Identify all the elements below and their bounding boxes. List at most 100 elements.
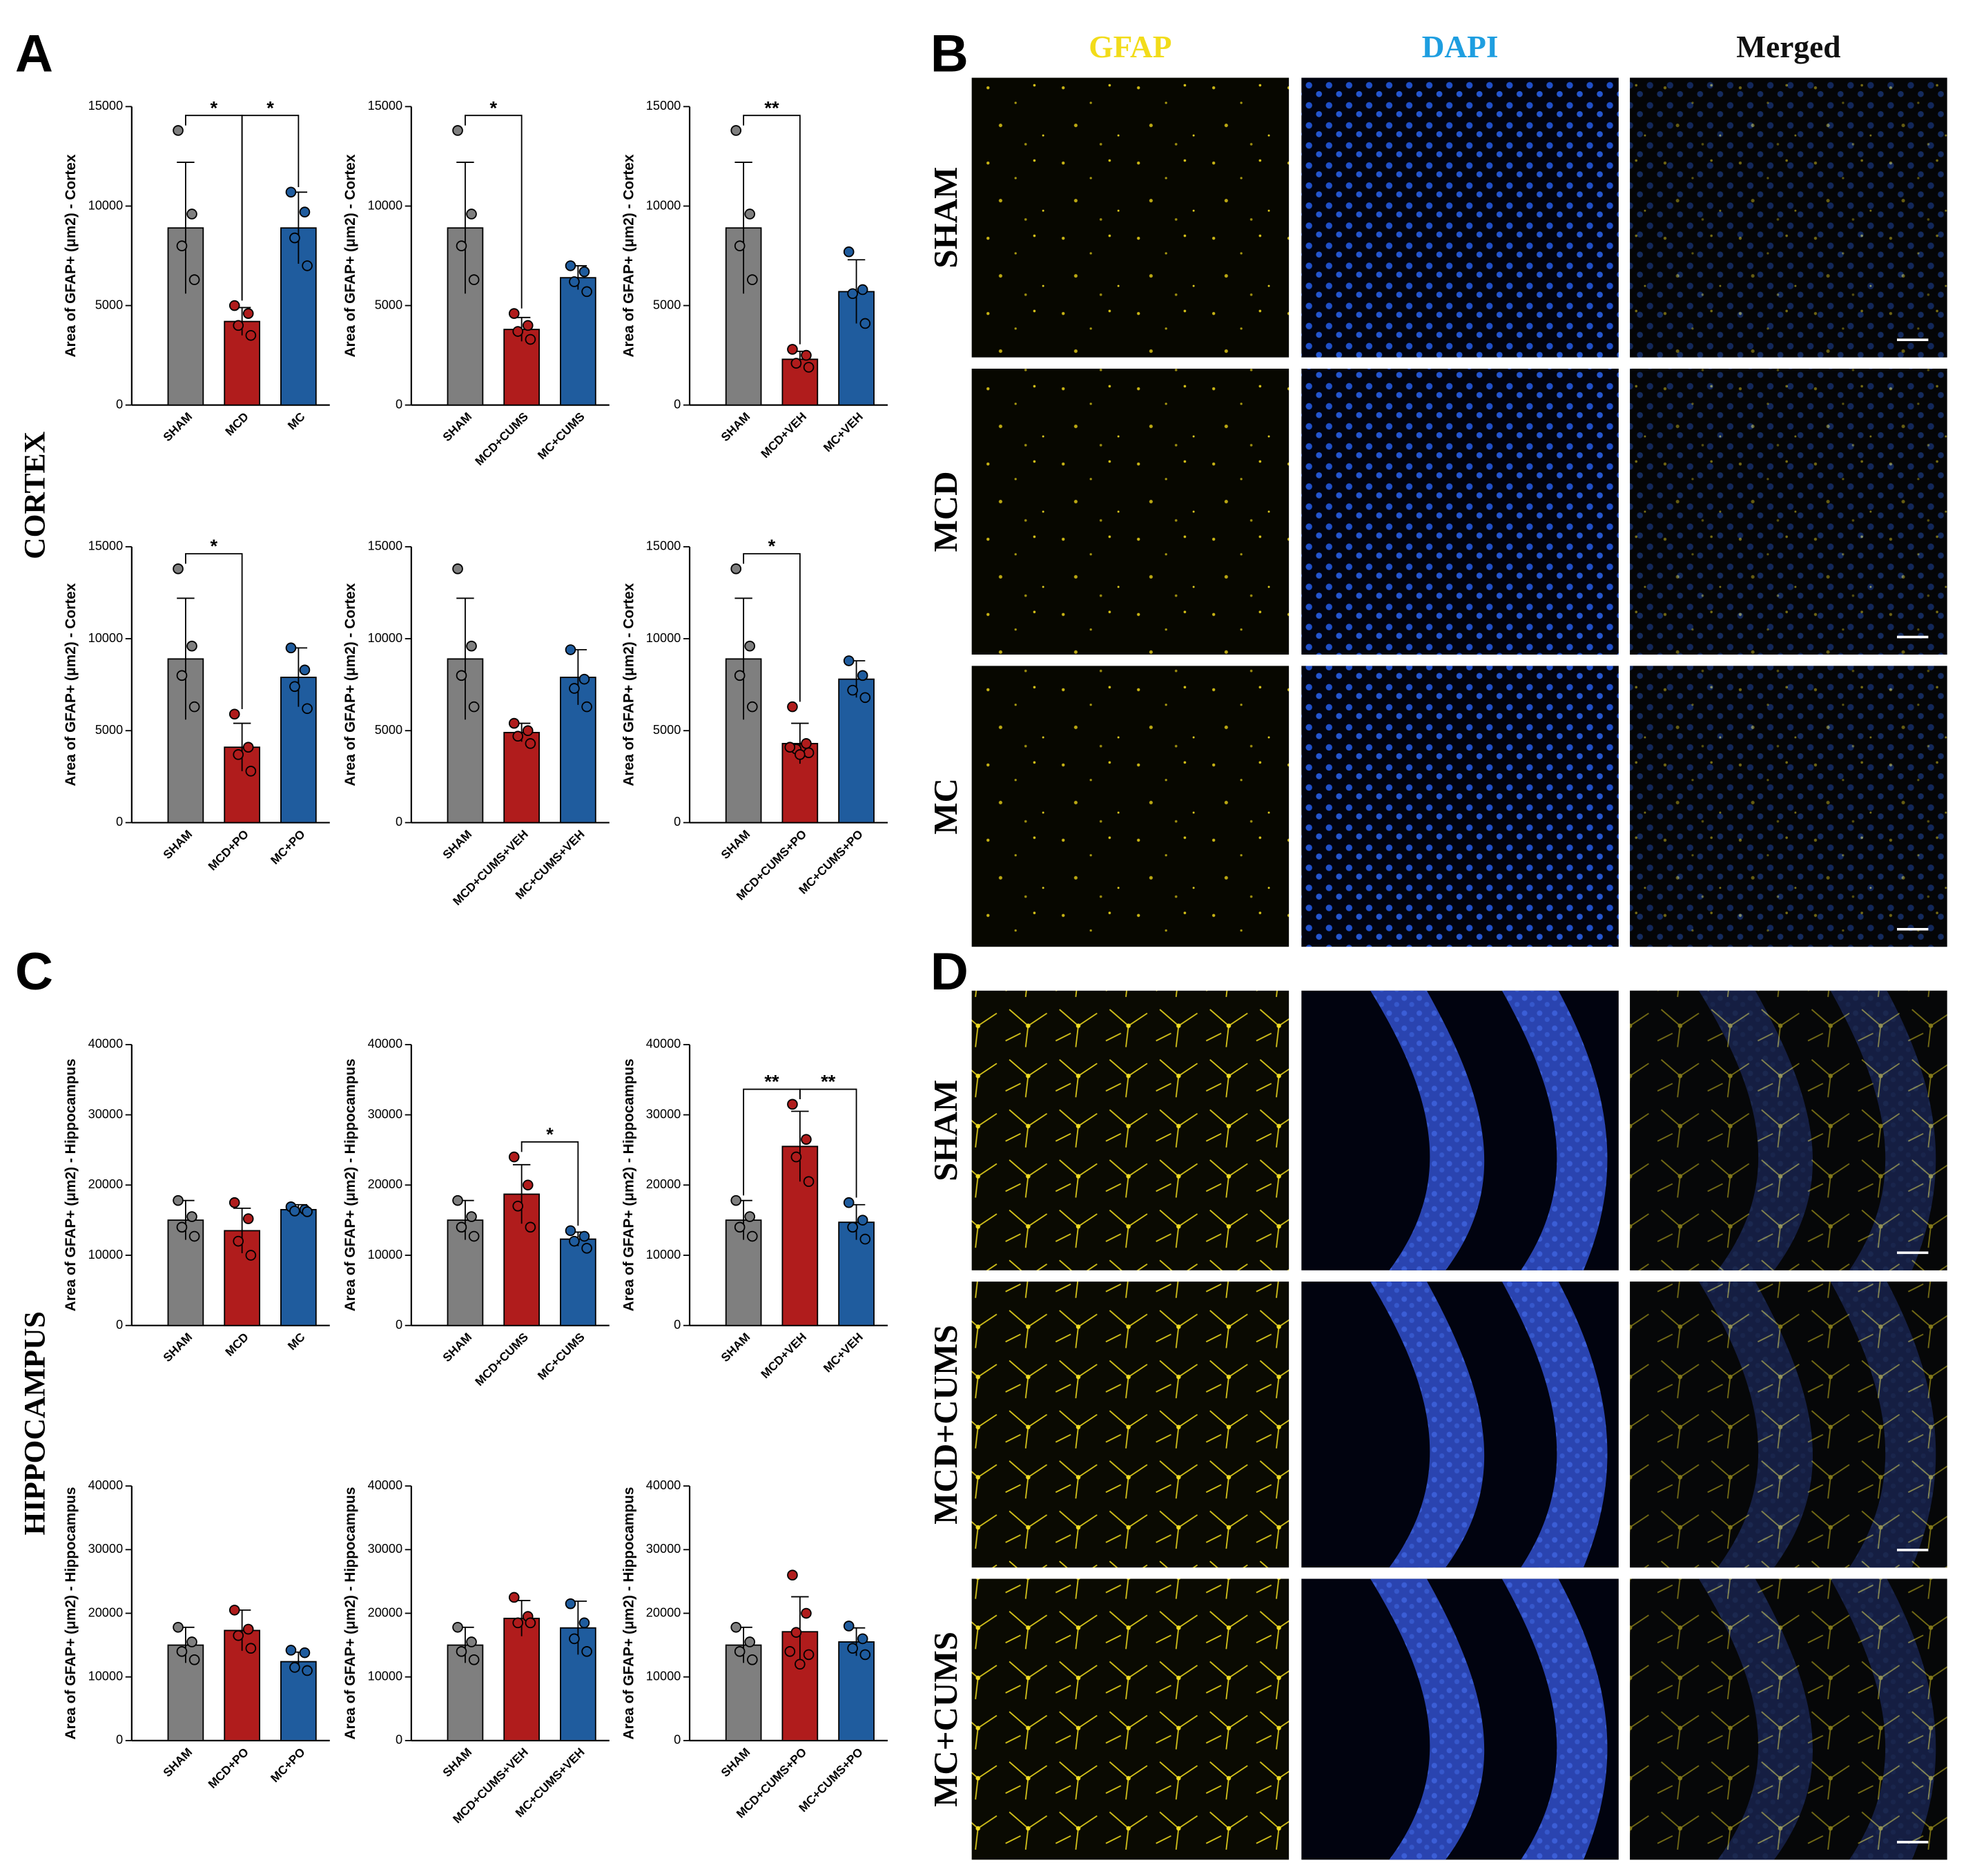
error-bar — [734, 597, 752, 720]
data-point — [784, 742, 796, 753]
data-point — [525, 738, 536, 749]
error-bar — [233, 722, 251, 771]
y-tick-label: 10000 — [368, 1669, 403, 1683]
x-tick-label: MCD+VEH — [758, 1330, 809, 1381]
x-tick-label: SHAM — [160, 1745, 195, 1779]
data-point — [744, 209, 756, 220]
micrograph — [971, 1578, 1289, 1860]
data-point — [730, 563, 742, 574]
micrograph — [971, 990, 1289, 1270]
y-tick-label: 10000 — [88, 1248, 124, 1261]
significance-label: * — [210, 535, 217, 557]
error-bar — [512, 1163, 531, 1224]
data-point — [787, 1099, 798, 1110]
data-point — [859, 1233, 871, 1245]
charts: 0 5000 10000 15000 Area of GFAP+ (μm2) - Cor… — [63, 97, 888, 1826]
y-tick-label: 15000 — [368, 539, 403, 553]
panel-letter: B — [931, 25, 969, 84]
data-point — [228, 708, 240, 720]
data-point — [857, 670, 868, 681]
micrograph-overlay — [1630, 666, 1947, 947]
data-point — [188, 1230, 200, 1242]
y-tick-label: 40000 — [88, 1037, 124, 1051]
row-label: SHAM — [926, 167, 964, 269]
x-tick-label: SHAM — [440, 409, 474, 444]
x-tick-label: SHAM — [718, 827, 752, 862]
x-tick-label: MC+CUMS — [535, 1330, 587, 1382]
data-point — [847, 1643, 858, 1654]
y-tick-label: 30000 — [368, 1107, 403, 1121]
data-point — [245, 766, 257, 777]
data-point — [787, 701, 798, 713]
x-tick-label: MC+PO — [268, 1745, 308, 1785]
y-tick-label: 15000 — [88, 539, 124, 553]
significance-label: * — [210, 97, 217, 118]
significance-bracket — [743, 115, 801, 345]
y-tick-label: 10000 — [368, 631, 403, 645]
y-tick-label: 5000 — [653, 723, 681, 737]
bar-chart: 0 10000 20000 30000 40000 Area of GFAP+ (μm2)… — [621, 1037, 888, 1381]
data-point — [186, 1211, 197, 1222]
data-point — [565, 1598, 576, 1609]
error-bar — [734, 162, 752, 294]
data-point — [512, 326, 524, 337]
row-label: SHAM — [926, 1080, 964, 1181]
data-point — [730, 1621, 742, 1633]
significance-label: ** — [764, 1071, 779, 1092]
y-tick-label: 0 — [116, 1733, 123, 1747]
bar — [280, 1661, 317, 1741]
y-tick-label: 10000 — [646, 1669, 681, 1683]
bar — [560, 277, 596, 406]
data-point — [285, 642, 297, 654]
data-point — [302, 703, 313, 715]
error-bar — [791, 1110, 809, 1182]
bar-chart: 0 5000 10000 15000 Area of GFAP+ (μm2) - Cor… — [621, 535, 888, 903]
micrograph-overlay — [1630, 368, 1947, 655]
micrograph-overlay — [1630, 990, 1947, 1270]
x-tick-label: SHAM — [160, 827, 195, 862]
panel-letter: A — [15, 25, 53, 84]
data-point — [734, 670, 746, 681]
y-tick-label: 0 — [674, 397, 681, 411]
data-point — [302, 1206, 313, 1217]
data-point — [299, 1647, 311, 1659]
data-point — [843, 246, 855, 258]
y-axis-label: Area of GFAP+ (μm2) - Cortex — [342, 154, 358, 357]
region-label: CORTEX — [19, 432, 52, 559]
data-point — [468, 1654, 480, 1665]
x-tick-label: SHAM — [718, 1330, 752, 1364]
data-point — [747, 1230, 758, 1242]
bar-chart: 0 10000 20000 30000 40000 Area of GFAP+ (μm2)… — [63, 1478, 330, 1791]
bar-chart: 0 5000 10000 15000 Area of GFAP+ (μm2) - Cor… — [63, 97, 330, 444]
x-tick-label: SHAM — [718, 409, 752, 444]
data-point — [790, 1627, 802, 1638]
data-point — [188, 1654, 200, 1665]
y-tick-label: 15000 — [368, 99, 403, 113]
y-tick-label: 0 — [674, 815, 681, 829]
row-label: MCD — [926, 471, 964, 552]
data-point — [173, 1195, 184, 1206]
data-point — [744, 640, 756, 652]
data-point — [801, 1134, 812, 1145]
data-point — [289, 1662, 300, 1673]
y-tick-label: 20000 — [368, 1605, 403, 1619]
data-point — [801, 738, 812, 749]
data-point — [522, 725, 534, 737]
data-point — [289, 681, 300, 693]
data-point — [466, 640, 477, 652]
data-point — [747, 701, 758, 713]
data-point — [744, 1636, 756, 1647]
y-tick-label: 40000 — [368, 1037, 403, 1051]
y-tick-label: 20000 — [88, 1605, 124, 1619]
y-tick-label: 0 — [116, 397, 123, 411]
y-tick-label: 0 — [674, 1317, 681, 1331]
bar-chart: 0 10000 20000 30000 40000 Area of GFAP+ (μm2)… — [621, 1478, 888, 1821]
data-point — [302, 1665, 313, 1676]
micrograph — [971, 368, 1289, 655]
x-tick-label: MC+VEH — [821, 409, 866, 454]
data-point — [452, 563, 463, 574]
y-tick-label: 10000 — [88, 198, 124, 212]
y-tick-label: 5000 — [95, 723, 123, 737]
bar — [560, 1238, 596, 1326]
data-point — [578, 673, 590, 685]
